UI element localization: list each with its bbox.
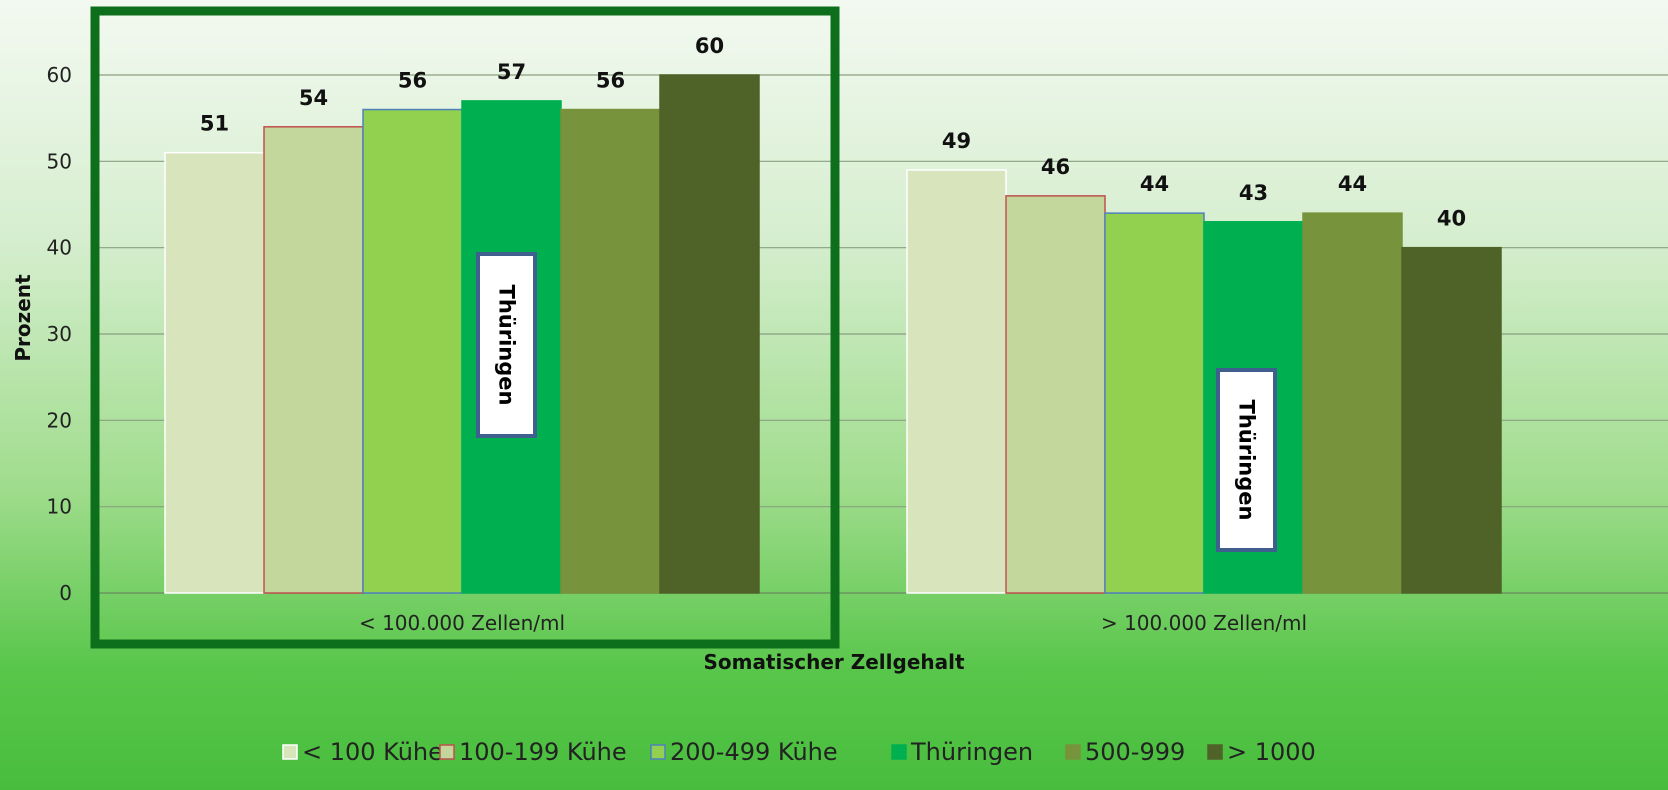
data-label: 60 xyxy=(695,34,724,58)
data-label: 43 xyxy=(1239,181,1268,205)
y-tick-label: 60 xyxy=(47,63,72,87)
bar xyxy=(263,126,364,594)
legend-label: 100-199 Kühe xyxy=(459,738,627,766)
y-tick-label: 50 xyxy=(47,149,72,173)
data-label: 44 xyxy=(1338,172,1367,196)
data-label: 51 xyxy=(200,112,229,136)
callout-box xyxy=(1216,368,1277,552)
bar xyxy=(560,108,661,594)
callouts: Thüringen Thüringen xyxy=(476,252,1277,552)
data-label: 56 xyxy=(398,69,427,93)
data-label: 44 xyxy=(1140,172,1169,196)
bar xyxy=(1005,195,1106,594)
y-tick-label: 40 xyxy=(47,236,72,260)
legend-swatch xyxy=(650,744,666,760)
callout-box xyxy=(476,252,537,438)
y-tick-label: 10 xyxy=(47,495,72,519)
data-label: 57 xyxy=(497,60,526,84)
legend-label: < 100 Kühe xyxy=(302,738,443,766)
legend-label: 200-499 Kühe xyxy=(670,738,838,766)
legend-swatch xyxy=(1065,744,1081,760)
legend-label: > 1000 xyxy=(1227,738,1316,766)
x-category-label: > 100.000 Zellen/ml xyxy=(1101,611,1307,635)
legend-swatch xyxy=(891,744,907,760)
legend-label: Thüringen xyxy=(910,738,1033,766)
y-axis-ticks: 0 10 20 30 40 50 60 xyxy=(47,63,72,605)
data-label: 54 xyxy=(299,86,328,110)
data-label: 46 xyxy=(1041,155,1070,179)
bar xyxy=(362,108,463,594)
bar xyxy=(164,151,265,594)
y-tick-label: 20 xyxy=(47,408,72,432)
y-tick-label: 0 xyxy=(59,581,72,605)
bar xyxy=(1401,246,1502,594)
callout-label: Thüringen xyxy=(495,285,519,406)
data-labels: 51 54 56 57 56 60 49 46 44 43 44 40 xyxy=(200,34,1466,231)
legend-swatch xyxy=(439,744,455,760)
bar xyxy=(659,74,760,594)
data-label: 49 xyxy=(942,129,971,153)
data-label: 56 xyxy=(596,69,625,93)
x-axis-categories: < 100.000 Zellen/ml > 100.000 Zellen/ml xyxy=(359,611,1307,635)
legend-label: 500-999 xyxy=(1085,738,1185,766)
x-category-label: < 100.000 Zellen/ml xyxy=(359,611,565,635)
y-tick-label: 30 xyxy=(47,322,72,346)
bar xyxy=(1104,212,1205,594)
callout-label: Thüringen xyxy=(1235,400,1259,521)
bar xyxy=(1302,212,1403,594)
legend-swatch xyxy=(282,744,298,760)
x-axis-title: Somatischer Zellgehalt xyxy=(703,650,965,674)
highlight-frame xyxy=(90,6,840,649)
legend: < 100 Kühe 100-199 Kühe 200-499 Kühe Thürin… xyxy=(282,738,1316,766)
y-axis-title: Prozent xyxy=(11,274,35,362)
bar xyxy=(906,169,1007,594)
legend-swatch xyxy=(1207,744,1223,760)
data-label: 40 xyxy=(1437,207,1466,231)
